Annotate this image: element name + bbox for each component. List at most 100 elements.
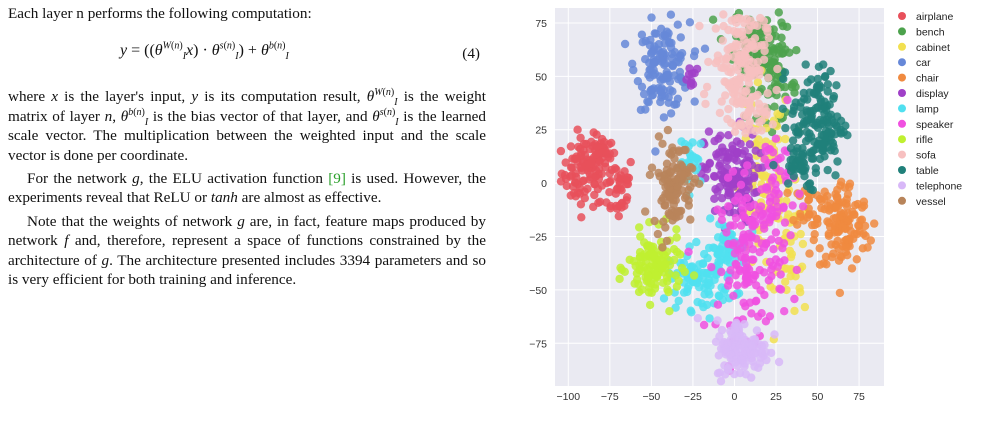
scatter-point-table <box>823 165 832 175</box>
scatter-point-sofa <box>727 16 736 25</box>
scatter-point-rifle <box>689 271 699 280</box>
scatter-point-sofa <box>736 72 745 82</box>
scatter-point-speaker <box>755 265 764 275</box>
scatter-point-speaker <box>751 211 760 220</box>
legend-marker-chair <box>898 73 906 82</box>
scatter-point-speaker <box>765 145 775 154</box>
scatter-point-chair <box>808 220 817 230</box>
scatter-point-speaker <box>752 296 761 305</box>
scatter-point-display <box>713 152 722 161</box>
scatter-point-vessel <box>662 159 672 168</box>
scatter-point-speaker <box>788 201 797 210</box>
scatter-point-car <box>655 50 664 60</box>
scatter-point-airplane <box>556 146 566 156</box>
scatter-point-cabinet <box>781 134 790 144</box>
citation-link[interactable]: [9] <box>328 170 346 188</box>
scatter-point-rifle <box>620 267 629 276</box>
scatter-point-vessel <box>673 188 682 197</box>
scatter-point-chair <box>832 203 841 212</box>
scatter-point-speaker <box>722 228 731 237</box>
scatter-point-speaker <box>767 265 776 274</box>
scatter-point-rifle <box>648 260 657 270</box>
scatter-point-speaker <box>738 201 747 210</box>
scatter-point-speaker <box>736 221 746 230</box>
scatter-point-speaker <box>758 216 768 225</box>
scatter-point-sofa <box>753 21 762 30</box>
scatter-point-vessel <box>645 170 655 180</box>
scatter-point-cabinet <box>791 272 800 281</box>
scatter-point-speaker <box>771 196 780 205</box>
scatter-point-chair <box>838 222 847 232</box>
scatter-point-rifle <box>615 274 624 284</box>
scatter-point-vessel <box>654 132 664 141</box>
scatter-point-chair <box>837 177 846 186</box>
legend-marker-car <box>898 58 906 67</box>
scatter-point-car <box>676 54 685 63</box>
scatter-point-cabinet <box>760 171 770 180</box>
scatter-point-airplane <box>575 183 585 192</box>
scatter-point-lamp <box>699 274 708 283</box>
scatter-point-airplane <box>612 185 621 194</box>
scatter-point-speaker <box>717 267 726 277</box>
scatter-point-chair <box>823 191 832 201</box>
scatter-point-table <box>821 72 830 81</box>
tsne-scatter-figure: −100 −75 −50 −25 0 25 50 75 75 50 25 0 −25 −50 −75 airp… <box>492 0 982 422</box>
scatter-point-display <box>745 140 755 149</box>
scatter-point-vessel <box>676 160 685 169</box>
scatter-point-display <box>729 182 738 191</box>
scatter-point-bench <box>774 8 783 17</box>
legend-label-chair: chair <box>916 73 939 85</box>
scatter-point-table <box>819 138 828 148</box>
scatter-point-sofa <box>757 41 766 50</box>
scatter-point-telephone <box>770 330 779 339</box>
scatter-point-sofa <box>711 58 720 68</box>
scatter-point-chair <box>851 201 860 210</box>
scatter-point-sofa <box>744 79 754 88</box>
scatter-point-car <box>651 147 660 156</box>
scatter-point-speaker <box>775 284 784 293</box>
scatter-point-airplane <box>616 171 625 180</box>
scatter-point-vessel <box>653 229 663 239</box>
scatter-point-table <box>819 60 828 69</box>
equation-4: y = ((θW(n)Ix) · θs(n)I) + θb(n)I (4) <box>8 29 486 79</box>
scatter-point-car <box>641 55 650 64</box>
scatter-point-table <box>804 179 814 189</box>
scatter-point-airplane <box>575 189 585 198</box>
scatter-point-speaker <box>786 231 795 240</box>
scatter-point-sofa <box>747 37 756 46</box>
scatter-point-telephone <box>737 355 746 365</box>
scatter-point-sofa <box>695 21 704 31</box>
scatter-point-sofa <box>772 85 781 95</box>
scatter-point-table <box>800 172 809 181</box>
legend-marker-lamp <box>898 104 906 113</box>
scatter-point-car <box>659 113 669 122</box>
scatter-point-car <box>685 18 695 27</box>
scatter-point-table <box>807 154 816 163</box>
scatter-point-speaker <box>756 202 766 211</box>
scatter-point-bench <box>777 33 786 42</box>
scatter-point-vessel <box>666 167 675 176</box>
scatter-point-car <box>656 97 665 107</box>
scatter-point-table <box>792 127 801 137</box>
scatter-point-chair <box>831 222 840 231</box>
scatter-point-display <box>723 153 732 163</box>
scatter-point-airplane <box>594 164 604 174</box>
scatter-point-car <box>665 85 675 95</box>
legend-label-speaker: speaker <box>916 119 954 131</box>
scatter-point-lamp <box>696 139 705 148</box>
scatter-point-speaker <box>747 255 757 264</box>
scatter-point-speaker <box>760 155 769 164</box>
scatter-point-cabinet <box>800 302 810 312</box>
scatter-point-sofa <box>764 33 773 43</box>
scatter-point-lamp <box>674 296 683 306</box>
scatter-point-chair <box>838 213 848 222</box>
scatter-point-vessel <box>662 236 672 246</box>
scatter-point-rifle <box>672 233 681 242</box>
scatter-point-car <box>629 65 638 75</box>
tsne-scatter-chart: −100 −75 −50 −25 0 25 50 75 75 50 25 0 −25 −50 −75 airp… <box>529 8 962 403</box>
scatter-point-table <box>832 81 841 90</box>
scatter-point-lamp <box>695 260 704 269</box>
scatter-point-chair <box>850 210 859 219</box>
scatter-point-chair <box>858 244 867 253</box>
scatter-point-sofa <box>749 66 758 75</box>
